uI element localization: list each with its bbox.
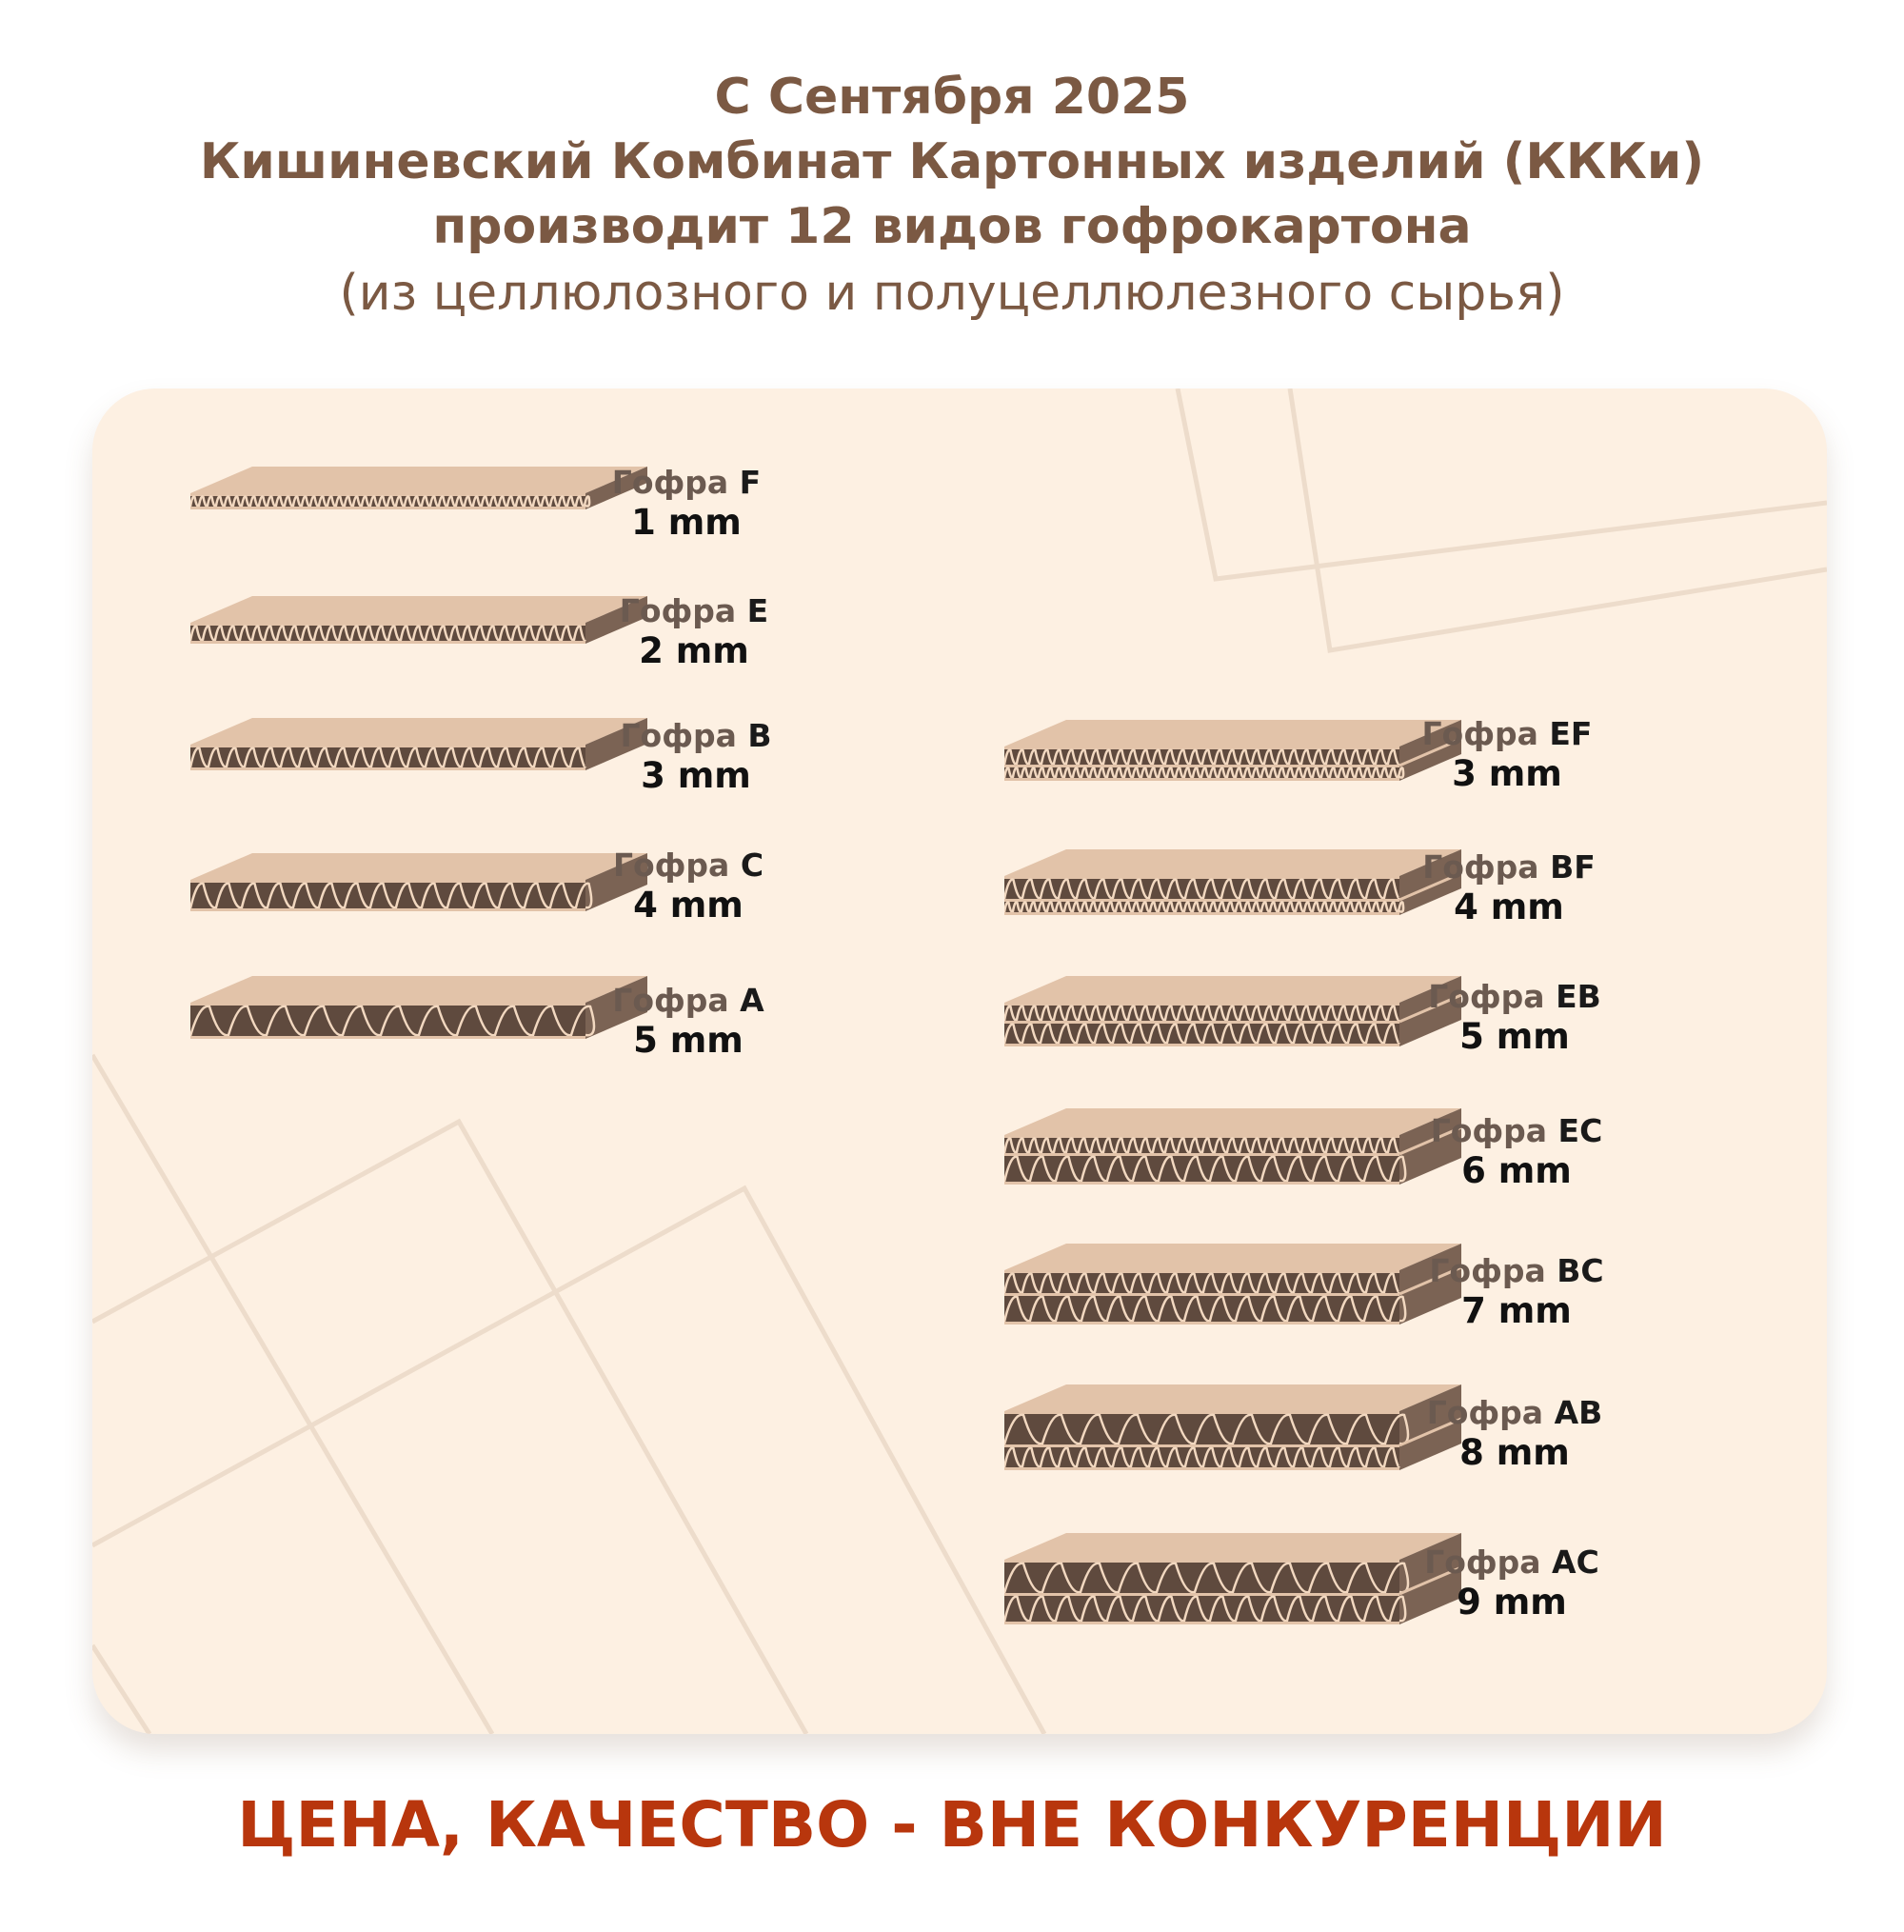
board-thickness: 6 mm xyxy=(1461,1150,1572,1191)
slogan: ЦЕНА, КАЧЕСТВО - ВНЕ КОНКУРЕНЦИИ xyxy=(237,1788,1667,1862)
flute-wave xyxy=(1002,1005,1400,1022)
board-top-face xyxy=(1004,976,1461,1003)
board-side-face xyxy=(1399,1244,1461,1325)
board-illustration-ef xyxy=(1002,720,1462,788)
board-top-face xyxy=(1004,720,1461,747)
board-thickness: 3 mm xyxy=(1452,753,1562,794)
board-illustration-ab xyxy=(1002,1384,1462,1478)
board-name: Гофра F xyxy=(611,464,762,501)
board-top-face xyxy=(1004,1244,1461,1270)
board-illustration-a xyxy=(188,976,647,1046)
flute-wave xyxy=(1002,1413,1410,1445)
board-illustration-eb xyxy=(1002,976,1462,1054)
board-side-face xyxy=(585,596,647,644)
board-illustration-bf xyxy=(1002,849,1462,923)
flute-wave xyxy=(188,495,591,508)
board-label-ec: Гофра EC 6 mm xyxy=(1393,1111,1640,1191)
board-illustration-ac xyxy=(1002,1533,1462,1632)
board-side-face xyxy=(1399,849,1461,915)
flute-wave xyxy=(1002,1272,1401,1294)
board-side-face xyxy=(585,718,647,770)
header-company: Кишиневский Комбинат Картонных изделий (… xyxy=(199,133,1705,190)
board-illustration-f xyxy=(188,467,647,517)
board-name: Гофра A xyxy=(612,982,764,1019)
board-thickness: 9 mm xyxy=(1457,1582,1567,1623)
flute-wave xyxy=(188,747,587,768)
flute-wave xyxy=(1002,901,1405,913)
flute-wave xyxy=(1002,1562,1410,1594)
board-label-ef: Гофра EF 3 mm xyxy=(1383,714,1631,794)
board-thickness: 1 mm xyxy=(631,502,742,543)
board-top-face xyxy=(190,718,647,745)
board-thickness: 5 mm xyxy=(633,1020,744,1061)
board-thickness: 4 mm xyxy=(633,885,744,926)
flute-wave xyxy=(1002,767,1405,779)
board-side-face xyxy=(1399,1108,1461,1185)
board-side-face xyxy=(1399,1384,1461,1470)
board-label-ab: Гофра AB 8 mm xyxy=(1391,1393,1638,1473)
board-name: Гофра E xyxy=(619,592,769,629)
board-name: Гофра EC xyxy=(1430,1112,1603,1149)
board-top-face xyxy=(1004,1108,1461,1135)
board-illustration-ec xyxy=(1002,1108,1462,1192)
board-side-face xyxy=(1399,720,1461,781)
board-thickness: 4 mm xyxy=(1454,886,1564,927)
board-name: Гофра EB xyxy=(1428,978,1601,1015)
flute-wave xyxy=(188,625,586,642)
flute-wave xyxy=(1002,1155,1407,1183)
flute-wave xyxy=(1002,1295,1407,1323)
board-label-bc: Гофра BC 7 mm xyxy=(1393,1251,1640,1331)
board-top-face xyxy=(190,853,647,880)
header-headline: производит 12 видов гофрокартона xyxy=(432,198,1472,255)
flute-wave xyxy=(1002,1137,1400,1154)
board-illustration-e xyxy=(188,596,647,651)
board-label-ac: Гофра AC 9 mm xyxy=(1388,1543,1636,1623)
flute-wave xyxy=(1002,1023,1401,1045)
board-side-face xyxy=(1399,1533,1461,1624)
board-name: Гофра B xyxy=(620,717,772,754)
flute-wave xyxy=(1002,878,1401,900)
board-name: Гофра EF xyxy=(1421,715,1593,752)
board-top-face xyxy=(190,596,647,623)
decorative-lines xyxy=(92,388,1827,1734)
flute-wave xyxy=(1002,748,1400,766)
board-name: Гофра C xyxy=(612,846,764,884)
board-top-face xyxy=(190,467,647,493)
flute-wave xyxy=(1002,1446,1401,1468)
board-label-bf: Гофра BF 4 mm xyxy=(1385,847,1633,927)
board-top-face xyxy=(190,976,647,1003)
board-illustration-b xyxy=(188,718,647,778)
board-name: Гофра BF xyxy=(1422,848,1596,886)
board-top-face xyxy=(1004,849,1461,876)
board-thickness: 8 mm xyxy=(1459,1432,1570,1473)
board-side-face xyxy=(585,467,647,509)
header-date: С Сентября 2025 xyxy=(714,69,1190,126)
board-side-face xyxy=(585,853,647,911)
flute-wave xyxy=(1002,1595,1407,1623)
board-thickness: 3 mm xyxy=(641,755,751,796)
board-side-face xyxy=(1399,976,1461,1046)
board-name: Гофра AB xyxy=(1426,1394,1603,1431)
flute-wave xyxy=(188,1005,596,1037)
board-thickness: 5 mm xyxy=(1459,1016,1570,1057)
board-thickness: 2 mm xyxy=(639,630,749,671)
board-side-face xyxy=(585,976,647,1039)
header-subtitle: (из целлюлозного и полуцеллюлезного сырь… xyxy=(339,265,1565,322)
board-illustration-c xyxy=(188,853,647,919)
board-name: Гофра BC xyxy=(1429,1252,1604,1289)
board-label-eb: Гофра EB 5 mm xyxy=(1391,977,1638,1057)
board-illustration-bc xyxy=(1002,1244,1462,1332)
flute-wave xyxy=(188,882,593,909)
board-thickness: 7 mm xyxy=(1461,1290,1572,1331)
board-top-face xyxy=(1004,1384,1461,1411)
board-name: Гофра AC xyxy=(1424,1544,1599,1581)
board-top-face xyxy=(1004,1533,1461,1560)
